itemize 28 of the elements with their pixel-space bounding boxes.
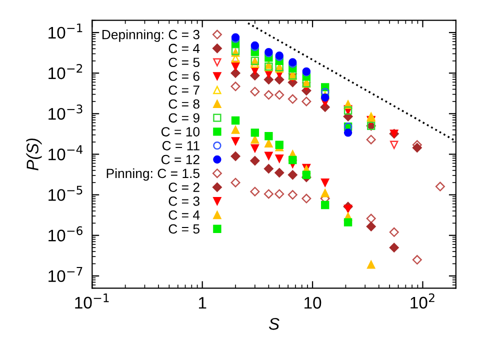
- x-tick-label: 1: [198, 297, 206, 309]
- legend-label: C = 7: [168, 85, 200, 95]
- legend-label: C = 3: [168, 196, 200, 206]
- y-tick-label: 10$^{−1}$: [48, 24, 82, 39]
- legend-label: C = 8: [168, 99, 200, 109]
- y-tick-label: 10$^{−4}$: [48, 145, 83, 160]
- x-axis-title: S: [268, 318, 280, 330]
- y-tick-label: 10$^{−7}$: [48, 266, 82, 282]
- y-tick-label: 10$^{−2}$: [48, 64, 82, 80]
- x-tick-label: 10$^{2}$: [410, 293, 434, 309]
- legend-label: C = 4: [168, 44, 200, 54]
- legend-label: Pinning: C = 1.5: [106, 168, 200, 181]
- legend-label: C = 5: [168, 58, 200, 68]
- legend-label: Depinning: C = 3: [102, 30, 200, 42]
- legend-label: C = 4: [168, 210, 200, 220]
- legend-label: C = 12: [161, 154, 200, 164]
- legend-label: C = 5: [168, 224, 200, 234]
- y-axis-title: P(S): [26, 138, 42, 170]
- x-tick-label: 10$^{−1}$: [75, 294, 109, 309]
- legend-label: C = 2: [168, 182, 200, 192]
- legend-label: C = 6: [168, 72, 200, 81]
- legend-label: C = 10: [161, 127, 200, 136]
- y-tick-label: 10$^{−6}$: [48, 226, 82, 242]
- legend-label: C = 9: [168, 113, 200, 123]
- x-tick-label: 10: [304, 296, 322, 309]
- y-tick-label: 10$^{−5}$: [48, 186, 82, 201]
- y-tick-label: 10$^{−3}$: [48, 104, 82, 120]
- legend-label: C = 11: [162, 140, 200, 150]
